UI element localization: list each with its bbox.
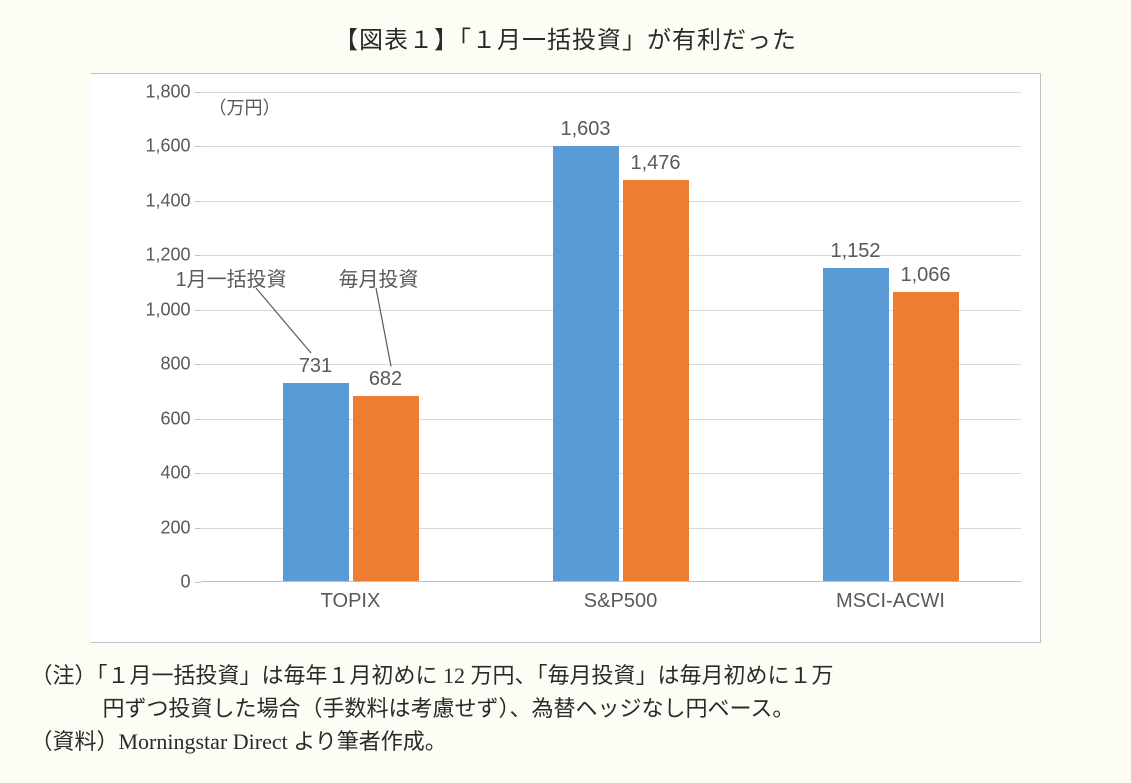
note-line-2: 円ずつ投資した場合（手数料は考慮せず）、為替ヘッジなし円ベース。	[31, 692, 1101, 725]
bar-value-label: 682	[369, 368, 402, 391]
bar-monthly: 1,476	[623, 180, 689, 582]
y-axis-label: 200	[111, 517, 191, 538]
y-axis-label: 1,000	[111, 299, 191, 320]
bar-lump-sum: 1,152	[823, 268, 889, 582]
bar-value-label: 1,476	[630, 152, 680, 175]
chart-container: （万円） 02004006008001,0001,2001,4001,6001,…	[91, 73, 1041, 643]
x-axis-category: MSCI-ACWI	[836, 590, 945, 613]
y-axis-label: 0	[111, 572, 191, 593]
plot-area: 02004006008001,0001,2001,4001,6001,800 7…	[201, 92, 1021, 582]
x-axis-labels: TOPIX S&P500 MSCI-ACWI	[201, 590, 1021, 620]
y-axis-label: 1,800	[111, 82, 191, 103]
bar-lump-sum: 1,603	[553, 146, 619, 582]
bar-group: 1,1521,066	[823, 268, 959, 582]
y-axis-label: 800	[111, 354, 191, 375]
bar-group: 1,6031,476	[553, 146, 689, 582]
bar-lump-sum: 731	[283, 383, 349, 582]
y-axis-label: 1,200	[111, 245, 191, 266]
footnotes: （注）「１月一括投資」は毎年１月初めに 12 万円、「毎月投資」は毎月初めに１万…	[31, 659, 1101, 758]
y-tick	[195, 582, 201, 583]
x-axis-category: S&P500	[584, 590, 657, 613]
bar-value-label: 1,603	[560, 118, 610, 141]
bar-value-label: 1,152	[830, 240, 880, 263]
y-axis-label: 1,400	[111, 190, 191, 211]
bar-monthly: 1,066	[893, 292, 959, 582]
bar-value-label: 1,066	[900, 264, 950, 287]
bar-group: 731682	[283, 383, 419, 582]
y-axis-label: 600	[111, 408, 191, 429]
source-line: （資料）Morningstar Direct より筆者作成。	[31, 725, 1101, 758]
bar-value-label: 731	[299, 355, 332, 378]
note-line-1: （注）「１月一括投資」は毎年１月初めに 12 万円、「毎月投資」は毎月初めに１万	[31, 659, 1101, 692]
bar-monthly: 682	[353, 396, 419, 582]
x-axis-category: TOPIX	[321, 590, 381, 613]
chart-title: 【図表１】「１月一括投資」が有利だった	[30, 20, 1101, 55]
y-axis-label: 400	[111, 463, 191, 484]
y-axis-label: 1,600	[111, 136, 191, 157]
